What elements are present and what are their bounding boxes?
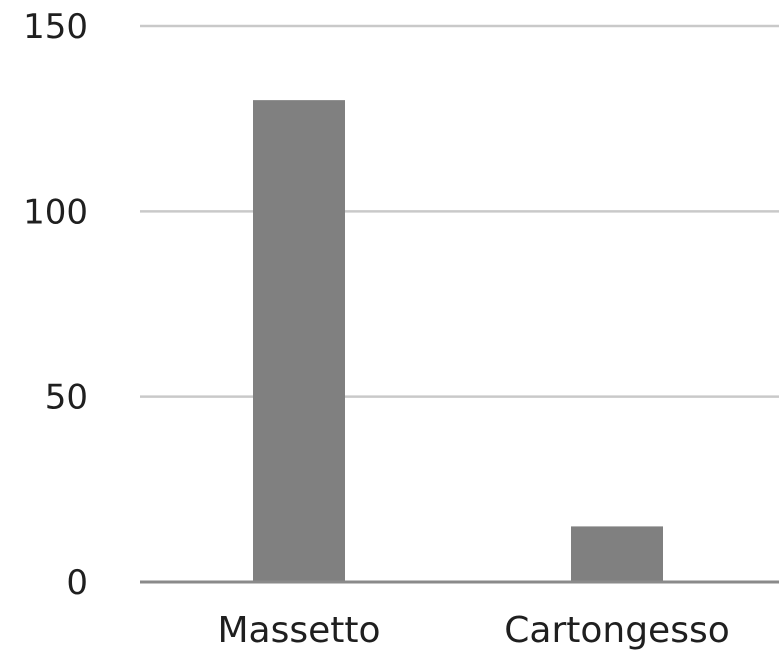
bars: [253, 100, 663, 582]
x-axis-category-labels: Massetto Cartongesso: [140, 580, 779, 651]
y-tick-label-0: 0: [66, 563, 88, 603]
y-tick-label-150: 150: [23, 7, 88, 47]
y-axis-tick-labels: 0 50 100 150: [23, 7, 88, 603]
y-tick-label-100: 100: [23, 192, 88, 232]
bar-cartongesso: [571, 526, 663, 582]
category-label-massetto: Massetto: [217, 610, 380, 651]
gridlines: [140, 24, 779, 398]
y-tick-label-50: 50: [45, 378, 88, 418]
category-label-cartongesso: Cartongesso: [504, 610, 730, 651]
bar-massetto: [253, 100, 345, 582]
